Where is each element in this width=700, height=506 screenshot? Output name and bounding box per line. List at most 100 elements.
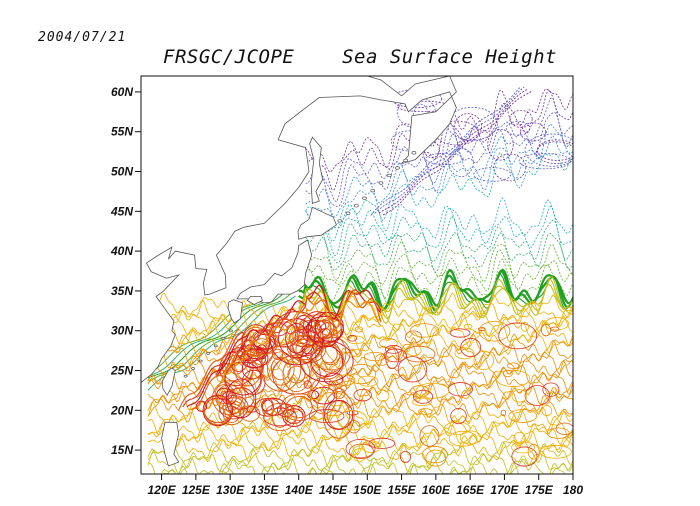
lat-tick-label: 40N xyxy=(110,244,133,258)
lon-tick-label: 150E xyxy=(353,483,382,497)
ssh-contour xyxy=(425,449,447,467)
date-label: 2004/07/21 xyxy=(38,30,127,45)
ssh-contour xyxy=(354,326,363,333)
island-outline xyxy=(370,188,376,193)
ssh-contour xyxy=(286,334,324,361)
ssh-contour xyxy=(182,331,244,408)
lat-tick-label: 35N xyxy=(111,284,133,298)
ssh-contour xyxy=(346,363,376,385)
ssh-contour xyxy=(348,443,374,460)
lon-tick-label: 170E xyxy=(490,483,519,497)
ssh-contour xyxy=(225,378,257,419)
ssh-contour xyxy=(309,376,338,415)
ssh-contour xyxy=(147,448,573,474)
ssh-contour xyxy=(382,90,533,216)
ssh-contour xyxy=(147,387,573,417)
island-outline xyxy=(362,196,367,200)
ssh-contour xyxy=(190,335,252,411)
ssh-contour xyxy=(147,381,573,410)
island-outline xyxy=(191,367,196,370)
ssh-contour xyxy=(376,389,390,402)
ssh-contour xyxy=(285,395,313,419)
ssh-contour xyxy=(353,388,372,402)
ssh-contour xyxy=(513,431,526,444)
lon-tick-label: 125E xyxy=(182,483,211,497)
ssh-contour xyxy=(404,330,423,344)
lat-tick-label: 45N xyxy=(110,204,133,218)
contour-field xyxy=(147,86,573,474)
map-title: FRSGC/JCOPE Sea Surface Height xyxy=(163,46,557,68)
land-outline xyxy=(246,296,263,305)
land-outline xyxy=(161,367,176,396)
ssh-contour xyxy=(345,438,376,459)
ssh-contour xyxy=(509,110,533,128)
ssh-contour xyxy=(402,345,436,363)
ssh-contour xyxy=(305,89,573,191)
ssh-contour xyxy=(278,318,316,359)
land-outline xyxy=(236,239,313,304)
ssh-contour xyxy=(147,434,573,464)
ssh-contour xyxy=(310,345,344,378)
ssh-contour xyxy=(298,276,573,320)
ssh-contour xyxy=(277,403,295,418)
ssh-contour xyxy=(405,344,422,357)
lat-tick-label: 25N xyxy=(110,364,133,378)
island-outline xyxy=(403,158,409,163)
ssh-contour xyxy=(147,346,573,376)
ssh-contour xyxy=(363,351,386,362)
lon-tick-label: 160E xyxy=(422,483,451,497)
ssh-contour xyxy=(412,389,434,404)
ssh-contour xyxy=(227,387,255,410)
lat-tick-label: 55N xyxy=(111,125,133,139)
ssh-contour xyxy=(305,151,573,232)
ssh-contour xyxy=(178,328,240,411)
ssh-contour xyxy=(443,421,471,435)
ssh-contour xyxy=(412,397,432,407)
ssh-contour xyxy=(216,296,382,388)
ssh-contour xyxy=(323,372,344,386)
ssh-contour xyxy=(449,328,471,338)
ssh-contour xyxy=(268,318,300,348)
ssh-contour xyxy=(368,437,396,449)
ssh-contour xyxy=(317,328,333,347)
ssh-contour xyxy=(418,408,433,415)
ssh-contour xyxy=(147,319,573,349)
island-outline xyxy=(183,374,188,378)
ssh-contour xyxy=(536,139,573,161)
island-outline xyxy=(411,151,417,155)
ssh-contour xyxy=(305,205,573,257)
ssh-contour xyxy=(216,290,382,377)
ssh-contour xyxy=(308,409,345,423)
island-outline xyxy=(395,166,400,170)
ssh-contour xyxy=(524,133,573,167)
ssh-contour xyxy=(299,314,335,339)
ssh-contour xyxy=(347,420,361,434)
ssh-contour xyxy=(204,395,232,426)
ssh-contour xyxy=(539,444,572,459)
ssh-contour xyxy=(508,409,538,423)
ssh-contour xyxy=(495,369,531,388)
island-outline xyxy=(337,219,343,223)
island-outline xyxy=(206,352,211,355)
coastline xyxy=(141,76,457,467)
ssh-contour xyxy=(379,338,398,349)
ssh-contour xyxy=(186,335,248,408)
ssh-contour xyxy=(351,348,362,358)
lon-tick-label: 165E xyxy=(456,483,485,497)
ssh-contour xyxy=(487,128,514,161)
ssh-contour xyxy=(220,390,229,398)
ssh-contour xyxy=(222,405,240,423)
ssh-contour xyxy=(285,322,308,354)
ssh-contour xyxy=(502,369,513,378)
land-outline xyxy=(297,206,337,240)
ssh-contour xyxy=(305,258,573,305)
ssh-contour xyxy=(421,446,448,464)
ssh-contour xyxy=(295,314,312,334)
ssh-contour xyxy=(505,121,531,136)
longitude-axis: 120E 125E 130E 135E 140E 145E 150E 155E 160E 165E… xyxy=(148,474,583,497)
lat-tick-label: 15N xyxy=(111,443,133,457)
ssh-contour xyxy=(477,327,486,332)
ssh-contour xyxy=(305,135,573,226)
ssh-contour xyxy=(352,448,367,462)
ssh-contour xyxy=(147,414,573,443)
